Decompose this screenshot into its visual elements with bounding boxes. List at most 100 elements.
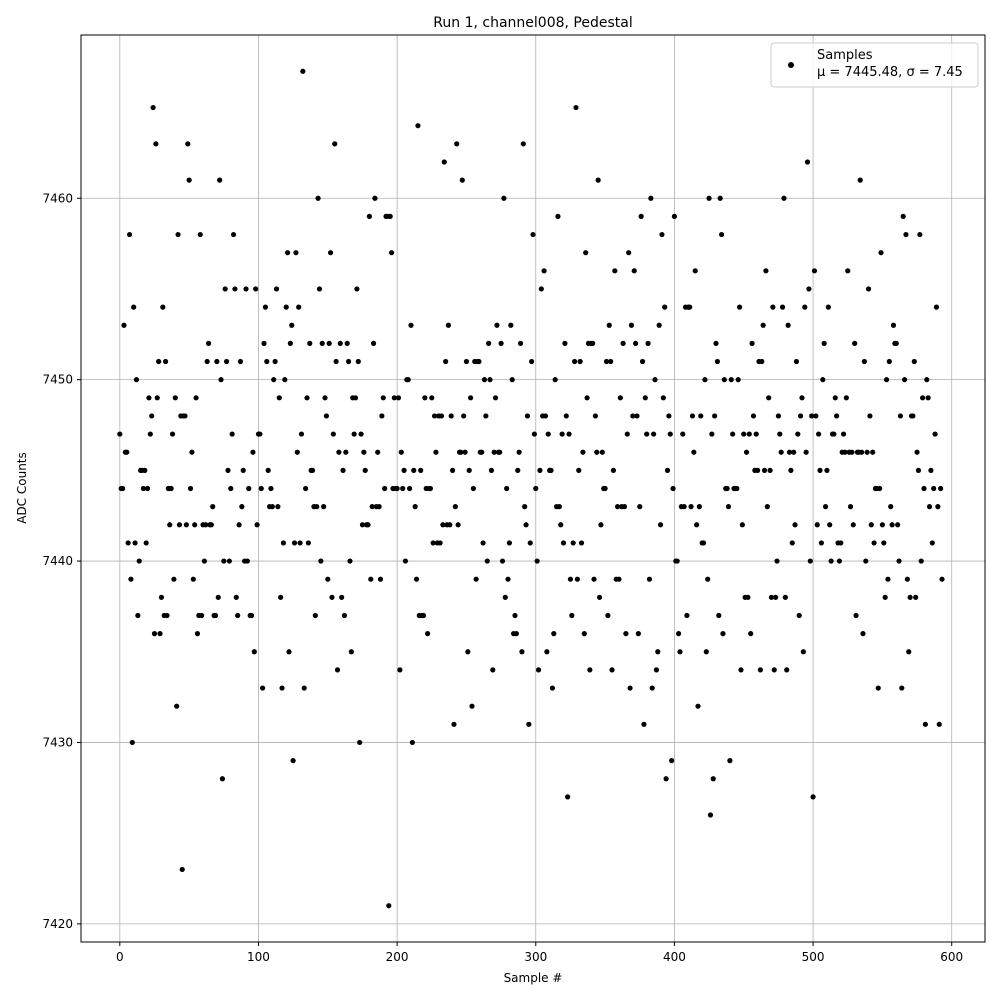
data-point <box>243 286 249 292</box>
data-point <box>348 649 354 655</box>
data-point <box>375 449 381 455</box>
data-point <box>147 431 153 437</box>
data-point <box>778 449 784 455</box>
data-point <box>691 449 697 455</box>
data-point <box>770 304 776 310</box>
data-point <box>344 340 350 346</box>
data-point <box>748 631 754 637</box>
data-point <box>394 485 400 492</box>
data-point <box>192 522 198 528</box>
data-point <box>797 413 804 419</box>
data-point <box>380 395 386 401</box>
data-point <box>656 322 662 328</box>
data-point <box>452 504 458 510</box>
data-point <box>318 558 324 564</box>
data-point <box>362 467 368 473</box>
data-point <box>158 594 165 600</box>
data-point <box>179 866 185 873</box>
data-point <box>246 485 252 492</box>
data-point <box>882 594 888 600</box>
data-point <box>928 467 934 473</box>
data-point <box>174 703 180 709</box>
data-point <box>838 540 844 546</box>
data-point <box>716 612 722 619</box>
data-point <box>405 377 411 383</box>
data-point <box>749 340 755 346</box>
data-point <box>698 413 704 419</box>
data-point <box>750 413 757 419</box>
data-point <box>125 540 131 546</box>
data-point <box>639 358 646 365</box>
data-point <box>860 631 866 637</box>
data-point <box>569 612 575 619</box>
data-point <box>182 413 188 419</box>
data-point <box>551 631 557 637</box>
data-point <box>888 504 894 510</box>
data-point <box>254 522 260 528</box>
data-point <box>479 449 485 455</box>
data-point <box>372 195 378 201</box>
data-point <box>746 431 752 437</box>
data-point <box>616 576 622 582</box>
data-point <box>567 576 574 582</box>
data-point <box>933 304 940 310</box>
data-point <box>526 721 532 727</box>
data-point <box>501 195 507 201</box>
data-point <box>340 467 346 473</box>
data-point <box>347 558 353 564</box>
data-point <box>832 395 838 401</box>
data-point <box>793 358 800 365</box>
data-point <box>906 649 912 655</box>
data-point <box>836 558 843 564</box>
data-point <box>187 485 194 492</box>
data-point <box>397 667 403 673</box>
data-point <box>714 358 721 365</box>
data-point <box>845 268 851 274</box>
data-point <box>204 358 210 365</box>
data-point <box>896 558 902 564</box>
x-tick-label: 0 <box>116 950 124 964</box>
data-point <box>628 322 635 328</box>
data-point <box>713 340 719 346</box>
data-point <box>694 522 700 528</box>
data-point <box>150 104 156 111</box>
data-point <box>777 431 783 437</box>
data-point <box>688 504 694 510</box>
data-point <box>827 522 833 528</box>
data-point <box>304 395 310 401</box>
data-point <box>232 286 238 292</box>
data-point <box>265 467 271 473</box>
data-point <box>734 485 740 492</box>
data-point <box>402 558 409 564</box>
data-point <box>901 377 908 383</box>
data-point <box>143 540 149 546</box>
data-point <box>293 250 299 256</box>
data-point <box>508 322 514 328</box>
data-point <box>717 195 723 201</box>
data-point <box>556 504 562 510</box>
data-point <box>842 449 848 455</box>
data-point <box>757 667 763 673</box>
data-point <box>903 231 909 238</box>
data-point <box>596 594 603 600</box>
data-point <box>454 141 460 147</box>
data-point <box>142 467 148 473</box>
data-point <box>309 467 316 473</box>
data-point <box>427 485 433 492</box>
data-point <box>626 250 632 256</box>
data-point <box>298 431 305 437</box>
data-point <box>199 612 205 619</box>
data-point <box>504 485 510 492</box>
data-point <box>502 594 508 600</box>
data-point <box>895 522 901 528</box>
data-point <box>222 286 228 292</box>
data-point <box>598 522 604 528</box>
data-point <box>560 540 567 546</box>
data-point <box>280 540 287 546</box>
data-point <box>425 631 431 637</box>
data-point <box>287 340 293 346</box>
data-point <box>132 540 138 546</box>
data-point <box>126 231 133 238</box>
data-point <box>286 649 292 655</box>
